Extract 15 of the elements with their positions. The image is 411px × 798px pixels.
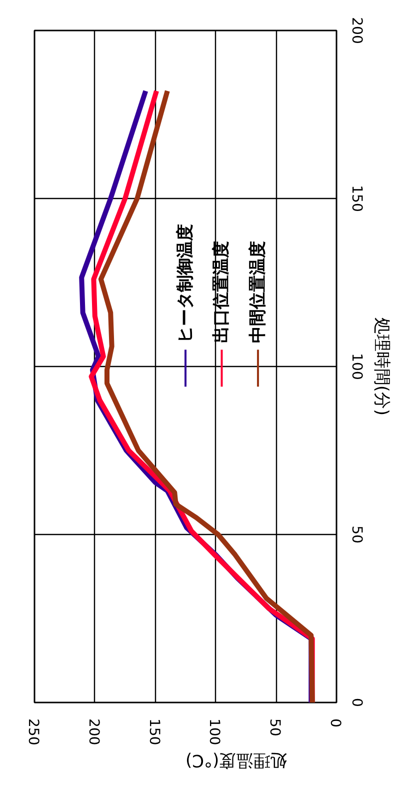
x-tick-label: 250 (25, 718, 41, 746)
y-tick-label: 100 (348, 353, 364, 380)
y-tick-label: 150 (348, 185, 364, 212)
x-tick-label: 100 (206, 718, 222, 746)
text: 中間位置温度 (248, 240, 268, 343)
y-tick-label: 200 (348, 17, 364, 44)
x-tick-label: 0 (327, 718, 343, 728)
x-tick-label: 50 (266, 718, 283, 736)
y-tick-label: 0 (348, 698, 364, 707)
x-tick-label: 200 (85, 718, 102, 746)
x-tick-label: 150 (146, 718, 162, 746)
y-axis-title: 処理時間(分) (372, 317, 392, 416)
y-tick-label: 50 (348, 526, 364, 544)
x-axis-title: 処理温度(°C) (185, 750, 288, 770)
text: ヒータ制御温度 (176, 224, 196, 343)
